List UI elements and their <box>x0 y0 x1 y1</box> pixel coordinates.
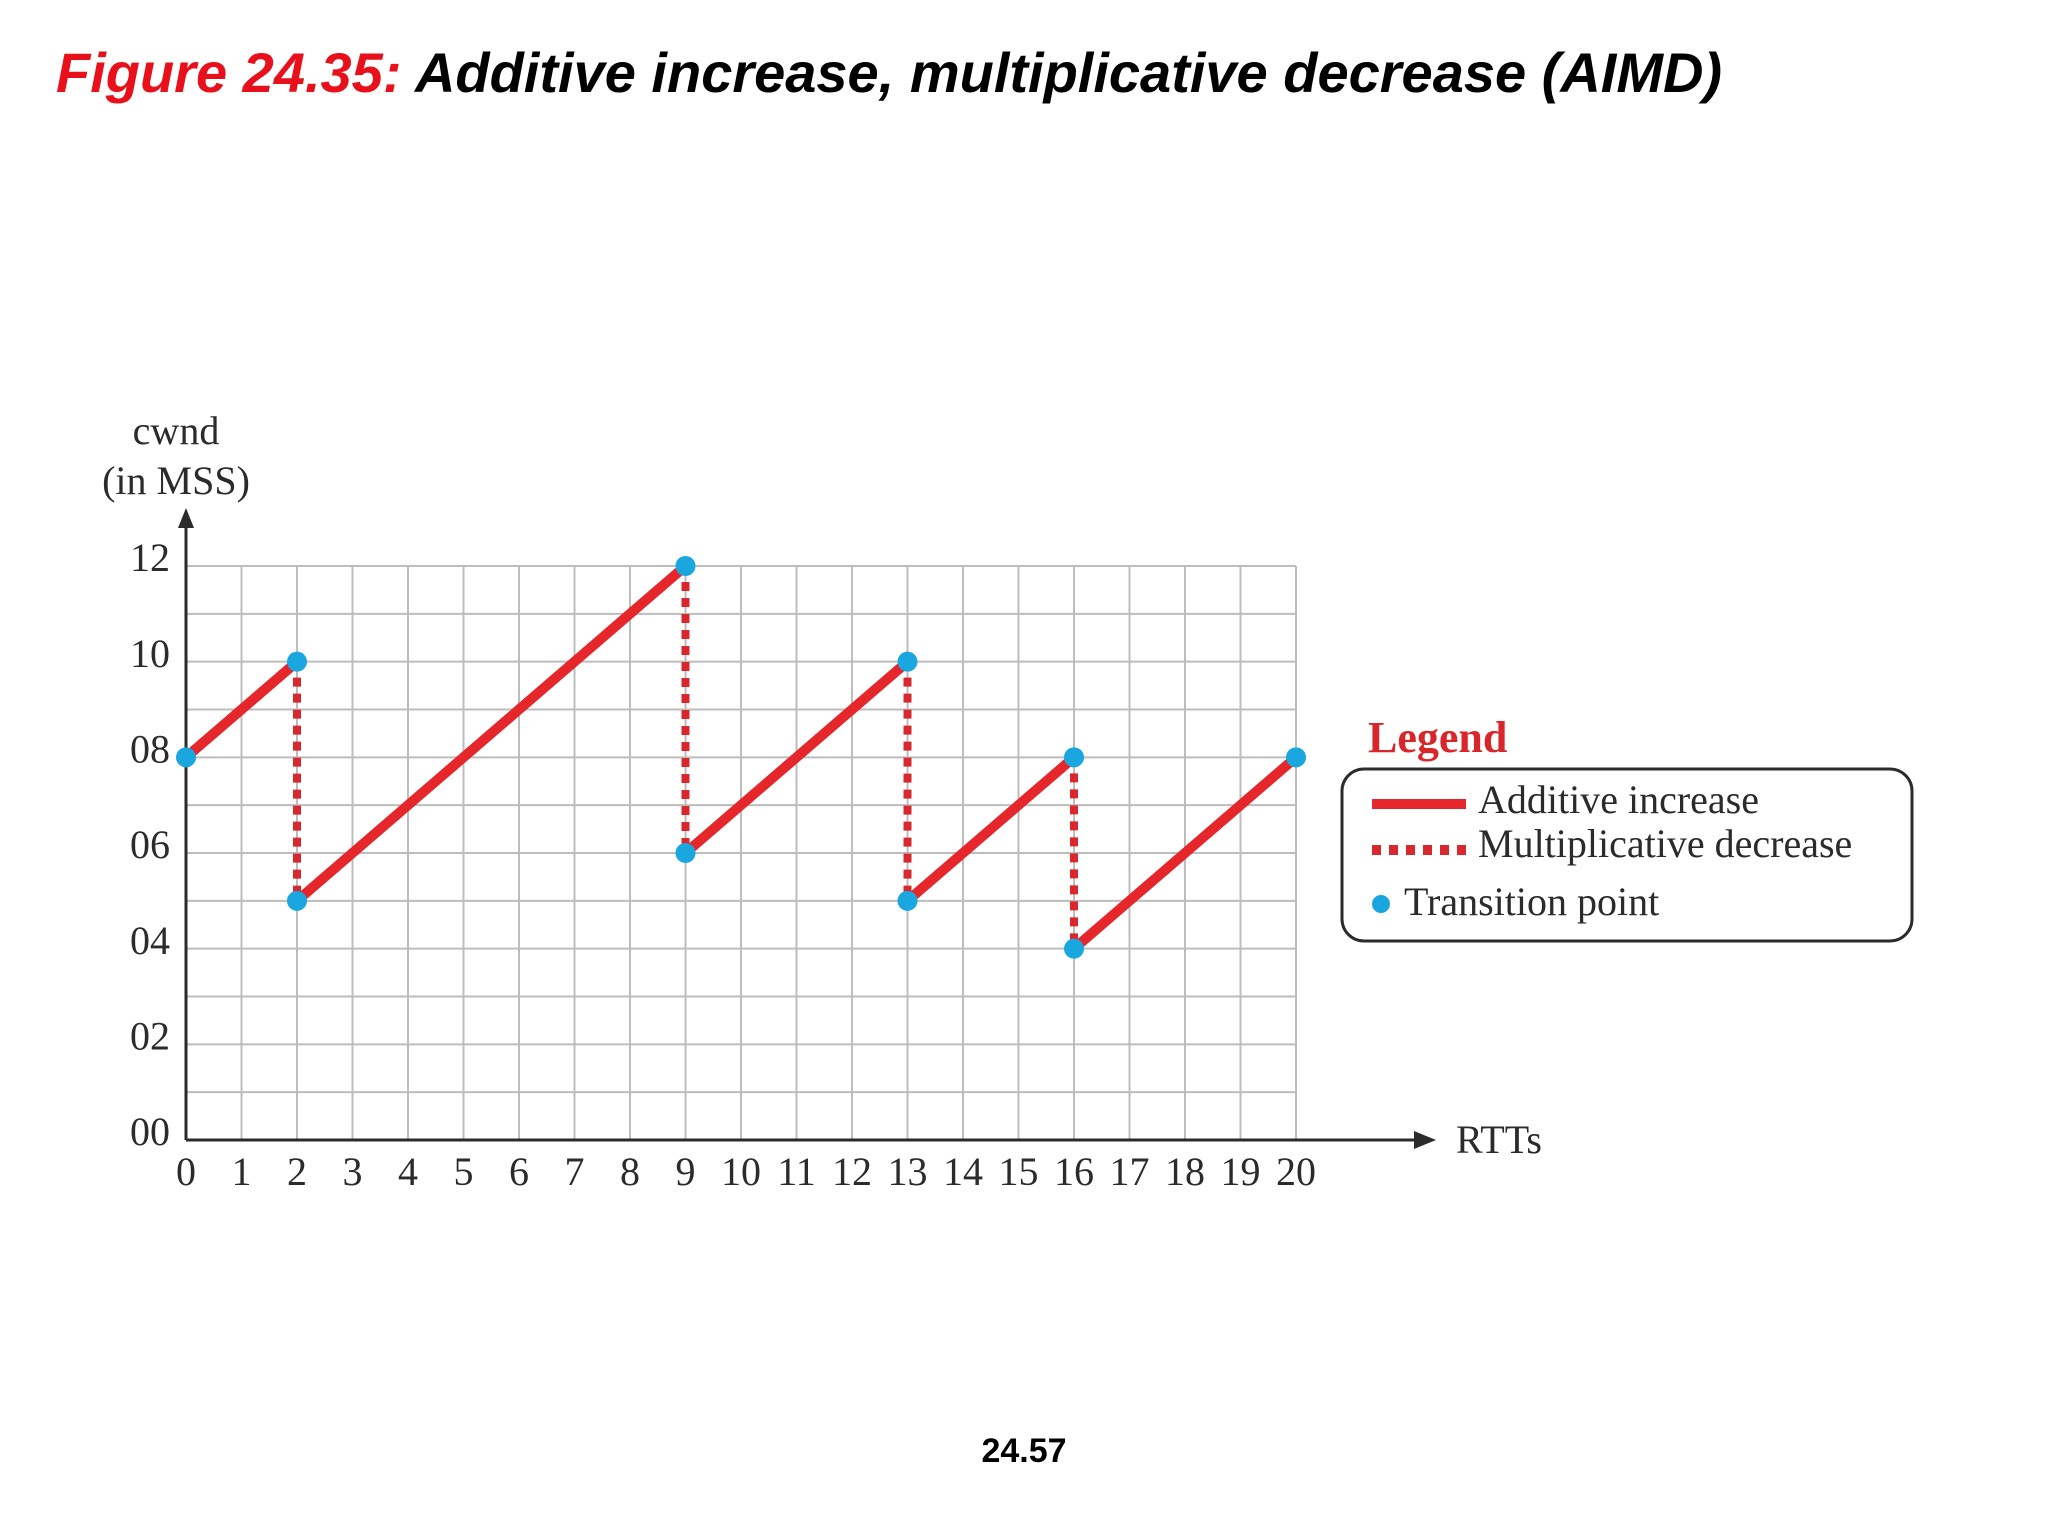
legend-decrease-label: Multiplicative decrease <box>1478 821 1852 866</box>
transition-point <box>1064 938 1084 959</box>
legend-transition-label: Transition point <box>1404 879 1659 924</box>
figure-title: Additive increase, multiplicative decrea… <box>414 41 1723 104</box>
y-tick-label: 00 <box>130 1109 170 1154</box>
x-tick-label: 16 <box>1054 1149 1094 1194</box>
y-axis-label-line1: cwnd <box>133 408 220 453</box>
series <box>176 556 1306 959</box>
legend-increase-label: Additive increase <box>1478 777 1759 822</box>
legend-transition-swatch <box>1372 895 1390 913</box>
x-tick-label: 3 <box>343 1149 363 1194</box>
transition-point <box>897 890 918 911</box>
y-tick-label: 06 <box>130 822 170 867</box>
slide-title: Figure 24.35: Additive increase, multipl… <box>56 40 1722 105</box>
legend: Legend Additive increase Multiplicative … <box>1340 713 1914 943</box>
additive-increase-segment <box>181 656 302 763</box>
axes: cwnd (in MSS) RTTs <box>102 408 1542 1162</box>
x-tick-label: 2 <box>287 1149 307 1194</box>
x-tick-label: 9 <box>676 1149 696 1194</box>
x-tick-label: 11 <box>777 1149 816 1194</box>
transition-point <box>1286 747 1306 768</box>
transition-point <box>287 890 307 911</box>
x-tick-label: 14 <box>943 1149 983 1194</box>
y-tick-label: 02 <box>130 1014 170 1059</box>
x-tick-label: 8 <box>620 1149 640 1194</box>
additive-increase-segment <box>902 752 1079 906</box>
x-tick-label: 12 <box>832 1149 872 1194</box>
page-number: 24.57 <box>981 1432 1067 1470</box>
x-tick-label: 10 <box>721 1149 761 1194</box>
y-axis-label-line2: (in MSS) <box>102 458 250 503</box>
x-tick-label: 19 <box>1221 1149 1261 1194</box>
x-tick-label: 5 <box>454 1149 474 1194</box>
tick-labels: 0 1 2 3 4 5 6 7 8 9 10 11 12 13 14 15 16 17 18 19 2000020406… <box>130 535 1316 1194</box>
x-tick-label: 4 <box>398 1149 418 1194</box>
x-tick-label: 7 <box>565 1149 585 1194</box>
additive-increase-segment <box>292 561 691 906</box>
x-axis-arrow <box>1414 1131 1436 1149</box>
transition-point <box>176 747 196 768</box>
x-axis-label: RTTs <box>1456 1117 1542 1162</box>
y-tick-label: 10 <box>130 631 170 676</box>
y-tick-label: 12 <box>130 535 170 580</box>
y-axis-arrow <box>178 508 194 528</box>
transition-point <box>897 651 918 672</box>
x-tick-label: 17 <box>1110 1149 1150 1194</box>
x-tick-label: 0 <box>176 1149 196 1194</box>
y-tick-label: 04 <box>130 918 170 963</box>
legend-title: Legend <box>1368 713 1507 762</box>
x-tick-label: 13 <box>888 1149 928 1194</box>
grid <box>186 565 1297 1140</box>
figure-label: Figure 24.35: <box>56 41 402 104</box>
transition-point <box>1064 747 1084 768</box>
additive-increase-segment <box>1069 752 1301 954</box>
x-tick-label: 18 <box>1165 1149 1205 1194</box>
transition-point <box>675 843 696 863</box>
legend-box <box>1340 767 1914 943</box>
x-tick-label: 6 <box>509 1149 529 1194</box>
transition-point <box>675 556 696 576</box>
x-tick-label: 15 <box>999 1149 1039 1194</box>
transition-point <box>287 651 307 672</box>
y-tick-label: 08 <box>130 727 170 772</box>
x-tick-label: 20 <box>1276 1149 1316 1194</box>
additive-increase-segment <box>680 656 913 858</box>
x-tick-label: 1 <box>232 1149 252 1194</box>
